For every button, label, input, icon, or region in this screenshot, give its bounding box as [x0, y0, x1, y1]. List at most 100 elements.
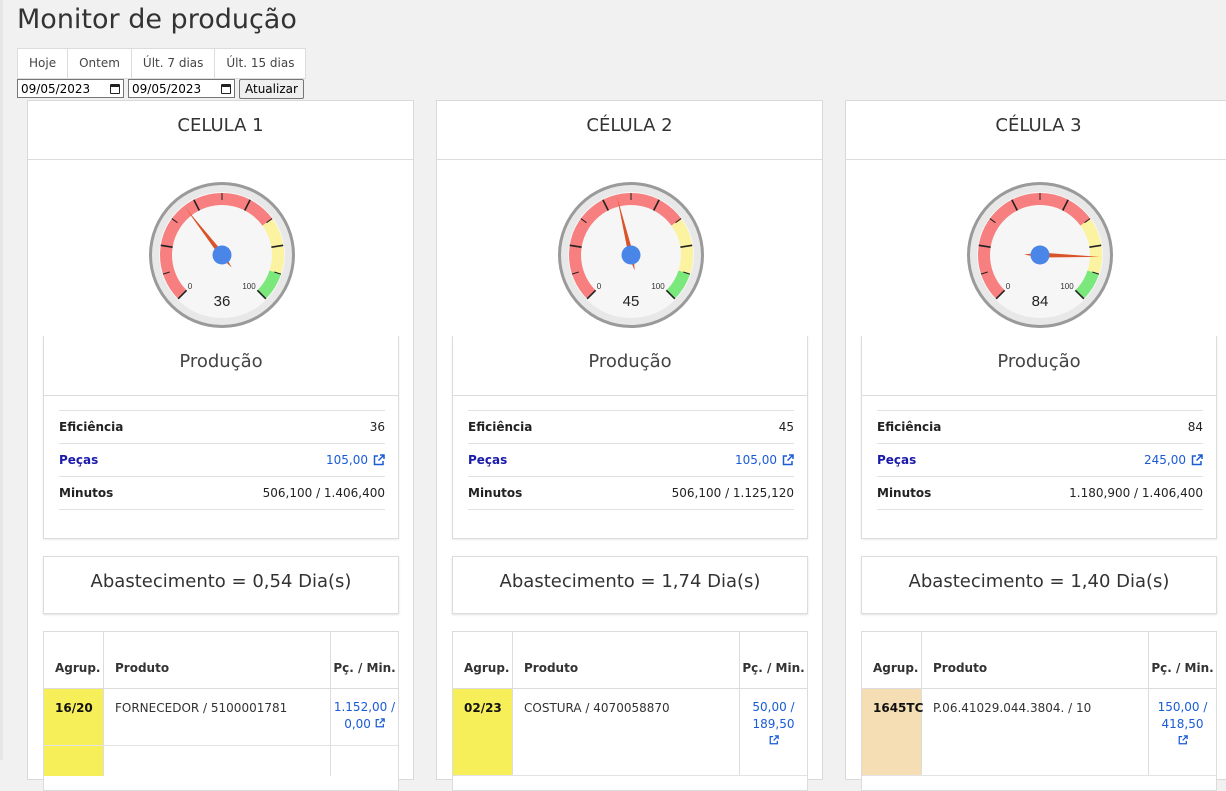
gauge-hub: [1030, 245, 1050, 265]
date-to-input[interactable]: 09/05/2023: [128, 79, 235, 98]
update-button[interactable]: Atualizar: [239, 79, 304, 99]
range-button-15-days[interactable]: Últ. 15 dias: [215, 49, 306, 78]
supply-card: Abastecimento = 1,74 Dia(s): [452, 556, 808, 614]
pieces-link[interactable]: 105,00: [326, 453, 385, 467]
date-from-input[interactable]: 09/05/2023: [17, 79, 124, 98]
production-table: Eficiência 45 Peças 105,00 Minutos 506,1…: [468, 410, 794, 510]
pieces-row[interactable]: Peças 105,00: [59, 444, 385, 477]
pieces-link[interactable]: 245,00: [1144, 453, 1203, 467]
gauge-value: 45: [623, 293, 640, 310]
gauge-tick: [243, 199, 251, 211]
gauge-tick: [602, 199, 610, 211]
production-card: Produção Eficiência 36 Peças 105,00 Minu…: [43, 336, 399, 539]
gauge-tick: [1092, 271, 1100, 275]
date-to-value: 09/05/2023: [132, 81, 202, 96]
gauge-tick: [1089, 244, 1102, 248]
gauge-tick: [665, 289, 676, 300]
gauge-min-label: 0: [597, 282, 602, 291]
external-link-icon[interactable]: [782, 454, 794, 466]
group-cell: 16/20: [44, 689, 104, 745]
group-cell: 02/23: [453, 689, 513, 775]
col-product-header: Produto: [513, 632, 740, 688]
gauge-max-label: 100: [1060, 282, 1074, 291]
gauge-max-label: 100: [242, 282, 256, 291]
pieces-label[interactable]: Peças: [468, 453, 508, 467]
production-card: Produção Eficiência 45 Peças 105,00 Minu…: [452, 336, 808, 539]
gauge-tick: [256, 289, 267, 300]
efficiency-label: Eficiência: [877, 420, 942, 434]
cell-title: CÉLULA 2: [437, 101, 822, 160]
gauge-min-label: 0: [188, 282, 193, 291]
gauge-tick: [1061, 199, 1069, 211]
gauge-tick: [978, 244, 991, 248]
minutes-row: Minutos 506,100 / 1.125,120: [468, 477, 794, 510]
production-title: Produção: [453, 336, 807, 396]
rate-value[interactable]: 150,00 / 418,50: [1157, 700, 1208, 731]
cell-card-3: CÉLULA 3 0 100 84 Produção Eficiência 84 P…: [845, 100, 1226, 791]
pieces-label[interactable]: Peças: [59, 453, 99, 467]
col-rate-header: Pç. / Min.: [742, 661, 805, 675]
external-link-icon[interactable]: [769, 735, 779, 745]
efficiency-value: 36: [369, 420, 385, 434]
col-rate-header: Pç. / Min.: [1151, 661, 1214, 675]
gauge-tick: [266, 218, 273, 224]
range-button-group: Hoje Ontem Últ. 7 dias Últ. 15 dias: [17, 48, 307, 79]
gauge-tick: [171, 218, 178, 224]
group-table-header: Agrup. Produto Pç. / Min.: [453, 632, 807, 689]
rate-value[interactable]: 1.152,00 / 0,00: [333, 700, 396, 731]
pieces-value[interactable]: 105,00: [326, 453, 368, 467]
gauge-hub: [212, 245, 232, 265]
supply-card: Abastecimento = 0,54 Dia(s): [43, 556, 399, 614]
minutes-label: Minutos: [877, 486, 932, 500]
pieces-row[interactable]: Peças 245,00: [877, 444, 1203, 477]
pieces-row[interactable]: Peças 105,00: [468, 444, 794, 477]
col-rate-header: Pç. / Min.: [333, 661, 396, 675]
gauge-tick: [1074, 289, 1085, 300]
production-title: Produção: [44, 336, 398, 396]
group-table-header: Agrup. Produto Pç. / Min.: [862, 632, 1216, 689]
efficiency-value: 45: [778, 420, 794, 434]
product-cell: COSTURA / 4070058870: [513, 689, 740, 775]
gauge-max-label: 100: [651, 282, 665, 291]
cell-title: CELULA 1: [28, 101, 413, 160]
external-link-icon[interactable]: [373, 454, 385, 466]
range-button-yesterday[interactable]: Ontem: [68, 49, 132, 78]
range-button-7-days[interactable]: Últ. 7 dias: [131, 49, 216, 78]
efficiency-row: Eficiência 45: [468, 411, 794, 444]
gauge-hub: [621, 245, 641, 265]
external-link-icon[interactable]: [1178, 735, 1188, 745]
rate-value[interactable]: 50,00 / 189,50: [752, 700, 795, 731]
efficiency-value: 84: [1187, 420, 1203, 434]
gauge-tick: [980, 271, 988, 275]
group-cell: [44, 746, 104, 776]
pieces-link[interactable]: 105,00: [735, 453, 794, 467]
group-cell: 1645TC: [862, 689, 923, 775]
gauge-tick: [160, 244, 173, 248]
rate-link[interactable]: 1.152,00 / 0,00: [331, 689, 398, 745]
pieces-label[interactable]: Peças: [877, 453, 917, 467]
product-cell: [104, 746, 331, 776]
minutes-value: 506,100 / 1.406,400: [262, 486, 385, 500]
group-table: Agrup. Produto Pç. / Min. 16/20 FORNECED…: [43, 631, 399, 791]
gauge-tick: [162, 271, 170, 275]
range-button-today[interactable]: Hoje: [18, 49, 69, 78]
external-link-icon[interactable]: [375, 718, 385, 728]
rate-link[interactable]: 50,00 / 189,50: [740, 689, 807, 775]
calendar-icon[interactable]: [110, 83, 120, 94]
col-group-header: Agrup.: [862, 632, 922, 688]
gauge-tick: [1011, 199, 1019, 211]
gauge-tick: [586, 289, 597, 300]
group-table: Agrup. Produto Pç. / Min. 02/23 COSTURA …: [452, 631, 808, 791]
rate-link[interactable]: 150,00 / 418,50: [1149, 689, 1216, 775]
col-product-header: Produto: [922, 632, 1149, 688]
pieces-value[interactable]: 245,00: [1144, 453, 1186, 467]
calendar-icon[interactable]: [221, 83, 231, 94]
supply-card: Abastecimento = 1,40 Dia(s): [861, 556, 1217, 614]
pieces-value[interactable]: 105,00: [735, 453, 777, 467]
production-card: Produção Eficiência 84 Peças 245,00 Minu…: [861, 336, 1217, 539]
col-group-header: Agrup.: [453, 632, 513, 688]
minutes-value: 1.180,900 / 1.406,400: [1069, 486, 1203, 500]
external-link-icon[interactable]: [1191, 454, 1203, 466]
minutes-label: Minutos: [59, 486, 114, 500]
efficiency-row: Eficiência 84: [877, 411, 1203, 444]
